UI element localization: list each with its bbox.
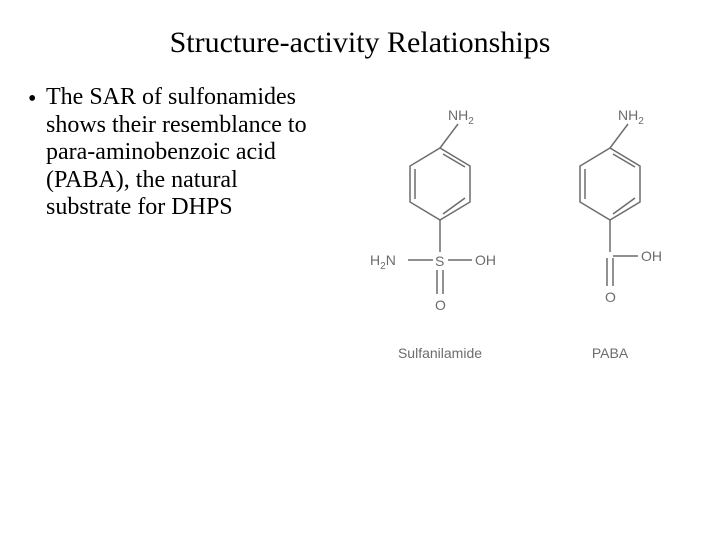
bullet-text: The SAR of sulfonamides shows their rese…: [46, 84, 308, 222]
molecule-caption: PABA: [592, 345, 629, 361]
molecule-caption: Sulfanilamide: [398, 345, 482, 361]
oh-label-icon: OH: [641, 248, 662, 264]
slide: Structure-activity Relationships • The S…: [0, 0, 720, 540]
chemical-structures-figure: NH2 S H2N OH: [330, 90, 700, 410]
h2n-label-icon: H2N: [370, 252, 396, 272]
oxygen-label-icon: O: [435, 297, 446, 313]
body-text-block: • The SAR of sulfonamides shows their re…: [28, 84, 308, 222]
nh2-label-icon: NH2: [448, 107, 474, 127]
molecules-svg: NH2 S H2N OH: [330, 90, 700, 410]
slide-title: Structure-activity Relationships: [0, 26, 720, 60]
oxygen-label-icon: O: [605, 289, 616, 305]
sulfur-label-icon: S: [435, 253, 444, 269]
bullet-item: • The SAR of sulfonamides shows their re…: [28, 84, 308, 222]
oh-label-icon: OH: [475, 252, 496, 268]
molecule-paba: NH2 OH O PABA: [580, 107, 662, 361]
bullet-marker: •: [28, 84, 46, 114]
nh2-label-icon: NH2: [618, 107, 644, 127]
molecule-sulfanilamide: NH2 S H2N OH: [370, 107, 496, 361]
